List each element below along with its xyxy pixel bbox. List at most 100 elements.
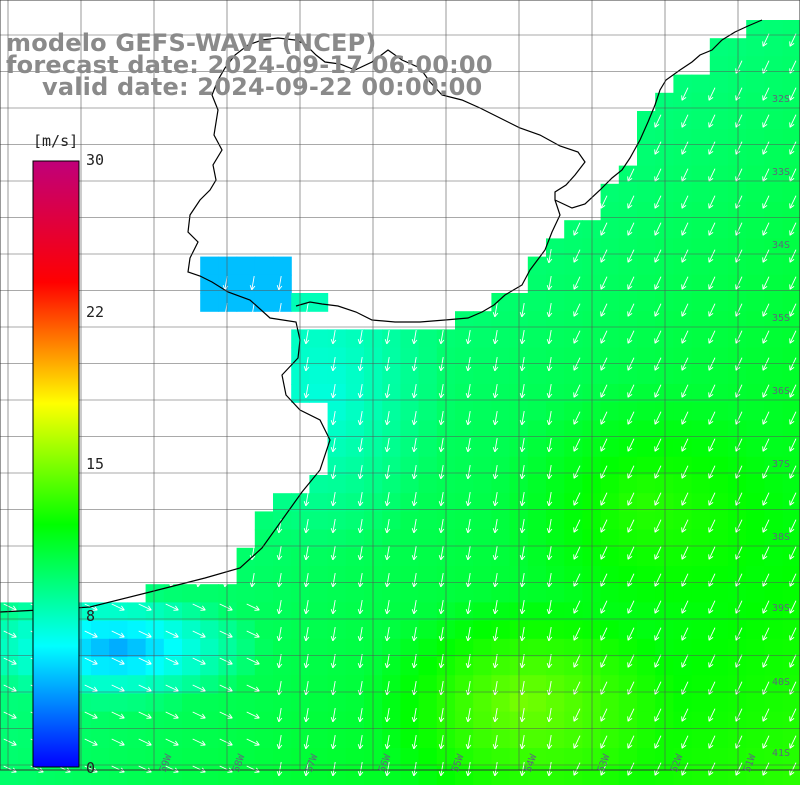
wind-cell [109, 638, 128, 658]
wind-cell [345, 438, 365, 458]
wind-arrow [519, 384, 526, 399]
wind-arrow [438, 708, 445, 723]
wind-cell [455, 547, 474, 567]
wind-cell [182, 584, 201, 603]
wind-cell [382, 584, 401, 603]
wind-cell [746, 202, 765, 221]
wind-cell [491, 566, 511, 585]
wind-arrow [465, 438, 472, 453]
wind-cell [618, 402, 638, 421]
wind-arrow [600, 546, 608, 560]
wind-arrow [573, 492, 581, 506]
wind-cell [309, 347, 329, 367]
wind-cell [709, 238, 729, 258]
wind-cell [473, 493, 492, 512]
wind-cell [673, 202, 693, 221]
wind-arrow [654, 276, 662, 290]
wind-arrow [546, 357, 553, 372]
wind-arrow [573, 438, 581, 452]
wind-cell [637, 274, 656, 294]
wind-cell [746, 384, 765, 403]
wind-cell [527, 675, 547, 694]
wind-cell [491, 638, 511, 658]
wind-arrow [330, 492, 337, 507]
wind-cell [728, 293, 747, 312]
wind-cell [546, 456, 565, 476]
wind-cell [728, 402, 747, 421]
wind-arrow [708, 357, 716, 371]
wind-cell [236, 729, 256, 749]
wind-arrow [384, 735, 391, 750]
wind-arrow [519, 438, 526, 453]
wind-cell [746, 365, 765, 385]
wind-cell [145, 693, 165, 713]
wind-cell [327, 347, 347, 367]
wind-cell [382, 347, 401, 367]
wind-cell [0, 675, 19, 694]
wind-cell [418, 493, 438, 512]
wind-cell [254, 693, 274, 713]
wind-cell [600, 566, 620, 585]
wind-cell [673, 475, 693, 494]
wind-cell [127, 657, 147, 676]
wind-cell [382, 402, 401, 421]
wind-cell [637, 620, 656, 640]
wind-cell [673, 147, 693, 167]
wind-cell [691, 584, 711, 603]
wind-cell [200, 693, 219, 713]
wind-cell [546, 547, 565, 567]
wind-cell [691, 675, 711, 694]
wind-cell [691, 766, 711, 785]
wind-cell [527, 602, 547, 622]
wind-cell [418, 729, 438, 749]
wind-arrow [3, 684, 17, 692]
wind-arrow [384, 384, 391, 399]
colorbar-unit: [m/s] [33, 132, 79, 150]
wind-cell [764, 438, 784, 458]
wind-cell [473, 347, 492, 367]
wind-cell [709, 38, 729, 57]
wind-arrow [303, 519, 310, 534]
wind-cell [382, 384, 401, 403]
wind-cell [254, 256, 274, 276]
wind-cell [709, 748, 729, 767]
wind-arrow [138, 603, 152, 611]
wind-cell [691, 329, 711, 349]
wind-cell [728, 274, 747, 294]
wind-arrow [492, 735, 499, 750]
wind-cell [236, 675, 256, 694]
wind-arrow [654, 600, 662, 614]
wind-arrow [357, 357, 364, 372]
wind-cell [709, 511, 729, 531]
wind-cell [182, 602, 201, 622]
wind-arrow [681, 411, 689, 425]
wind-arrow [762, 222, 770, 236]
wind-cell [673, 456, 693, 476]
wind-cell [637, 638, 656, 658]
wind-arrow [276, 627, 283, 642]
wind-cell [546, 620, 565, 640]
wind-cell [728, 238, 747, 258]
wind-cell [746, 547, 765, 567]
wind-cell [400, 547, 420, 567]
wind-cell [491, 438, 511, 458]
wind-arrow [789, 114, 797, 128]
wind-cell [455, 657, 474, 676]
wind-cell [618, 584, 638, 603]
wind-cell [382, 602, 401, 622]
wind-cell [782, 384, 800, 403]
wind-arrow [600, 222, 608, 236]
wind-arrow [681, 195, 689, 209]
wind-arrow [627, 222, 635, 236]
wind-cell [709, 147, 729, 167]
wind-cell [782, 475, 800, 494]
wind-arrow [762, 708, 770, 722]
wind-cell [364, 602, 383, 622]
wind-cell [400, 584, 420, 603]
wind-arrow [276, 681, 283, 696]
wind-cell [546, 657, 565, 676]
wind-arrow [546, 735, 553, 750]
wind-cell [364, 693, 383, 713]
wind-arrow [357, 735, 364, 750]
wind-cell [764, 183, 784, 203]
